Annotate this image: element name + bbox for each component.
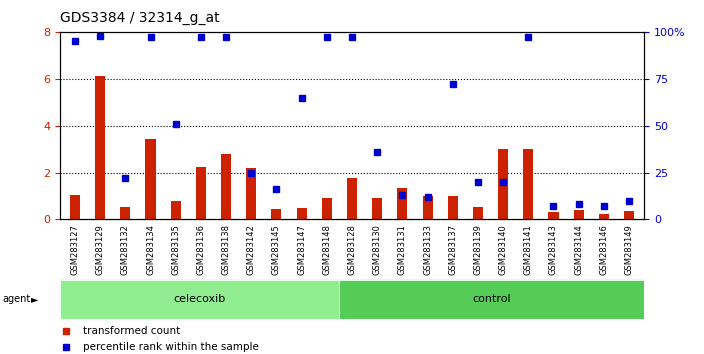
- Text: GSM283137: GSM283137: [448, 224, 457, 275]
- Text: GSM283144: GSM283144: [574, 224, 583, 275]
- Text: GSM283130: GSM283130: [372, 224, 382, 275]
- Text: control: control: [472, 294, 511, 304]
- Text: GSM283132: GSM283132: [121, 224, 130, 275]
- Text: GSM283129: GSM283129: [96, 224, 105, 275]
- Bar: [170, 201, 181, 219]
- Text: GSM283135: GSM283135: [171, 224, 180, 275]
- Bar: [70, 195, 80, 219]
- Text: celecoxib: celecoxib: [173, 294, 226, 304]
- Text: GSM283142: GSM283142: [247, 224, 256, 275]
- Bar: [347, 178, 357, 219]
- Bar: [322, 198, 332, 219]
- Bar: [272, 209, 282, 219]
- Text: GSM283146: GSM283146: [599, 224, 608, 275]
- Bar: [448, 196, 458, 219]
- Text: ►: ►: [31, 294, 39, 304]
- Bar: [221, 154, 231, 219]
- Text: GSM283143: GSM283143: [549, 224, 558, 275]
- Text: GSM283147: GSM283147: [297, 224, 306, 275]
- Bar: [473, 207, 483, 219]
- Bar: [498, 149, 508, 219]
- Text: GSM283139: GSM283139: [473, 224, 482, 275]
- Bar: [372, 198, 382, 219]
- Text: GSM283128: GSM283128: [348, 224, 356, 275]
- Text: GSM283141: GSM283141: [524, 224, 533, 275]
- Bar: [397, 188, 408, 219]
- Text: GSM283149: GSM283149: [624, 224, 634, 275]
- Text: GSM283131: GSM283131: [398, 224, 407, 275]
- Text: GSM283134: GSM283134: [146, 224, 155, 275]
- Bar: [120, 207, 130, 219]
- Bar: [296, 208, 307, 219]
- Bar: [246, 168, 256, 219]
- Text: transformed count: transformed count: [83, 326, 180, 336]
- Bar: [548, 212, 558, 219]
- Text: GSM283133: GSM283133: [423, 224, 432, 275]
- Bar: [422, 196, 432, 219]
- Bar: [574, 210, 584, 219]
- Text: GSM283148: GSM283148: [322, 224, 332, 275]
- Bar: [599, 213, 609, 219]
- Bar: [523, 149, 534, 219]
- Text: agent: agent: [2, 294, 30, 304]
- Bar: [196, 167, 206, 219]
- Text: GSM283140: GSM283140: [498, 224, 508, 275]
- Bar: [339, 280, 644, 319]
- Text: GSM283138: GSM283138: [222, 224, 231, 275]
- Bar: [624, 211, 634, 219]
- Bar: [146, 138, 156, 219]
- Text: GDS3384 / 32314_g_at: GDS3384 / 32314_g_at: [60, 11, 220, 25]
- Text: GSM283127: GSM283127: [70, 224, 80, 275]
- Text: GSM283136: GSM283136: [196, 224, 206, 275]
- Bar: [95, 76, 105, 219]
- Bar: [60, 280, 339, 319]
- Text: GSM283145: GSM283145: [272, 224, 281, 275]
- Text: percentile rank within the sample: percentile rank within the sample: [83, 342, 259, 352]
